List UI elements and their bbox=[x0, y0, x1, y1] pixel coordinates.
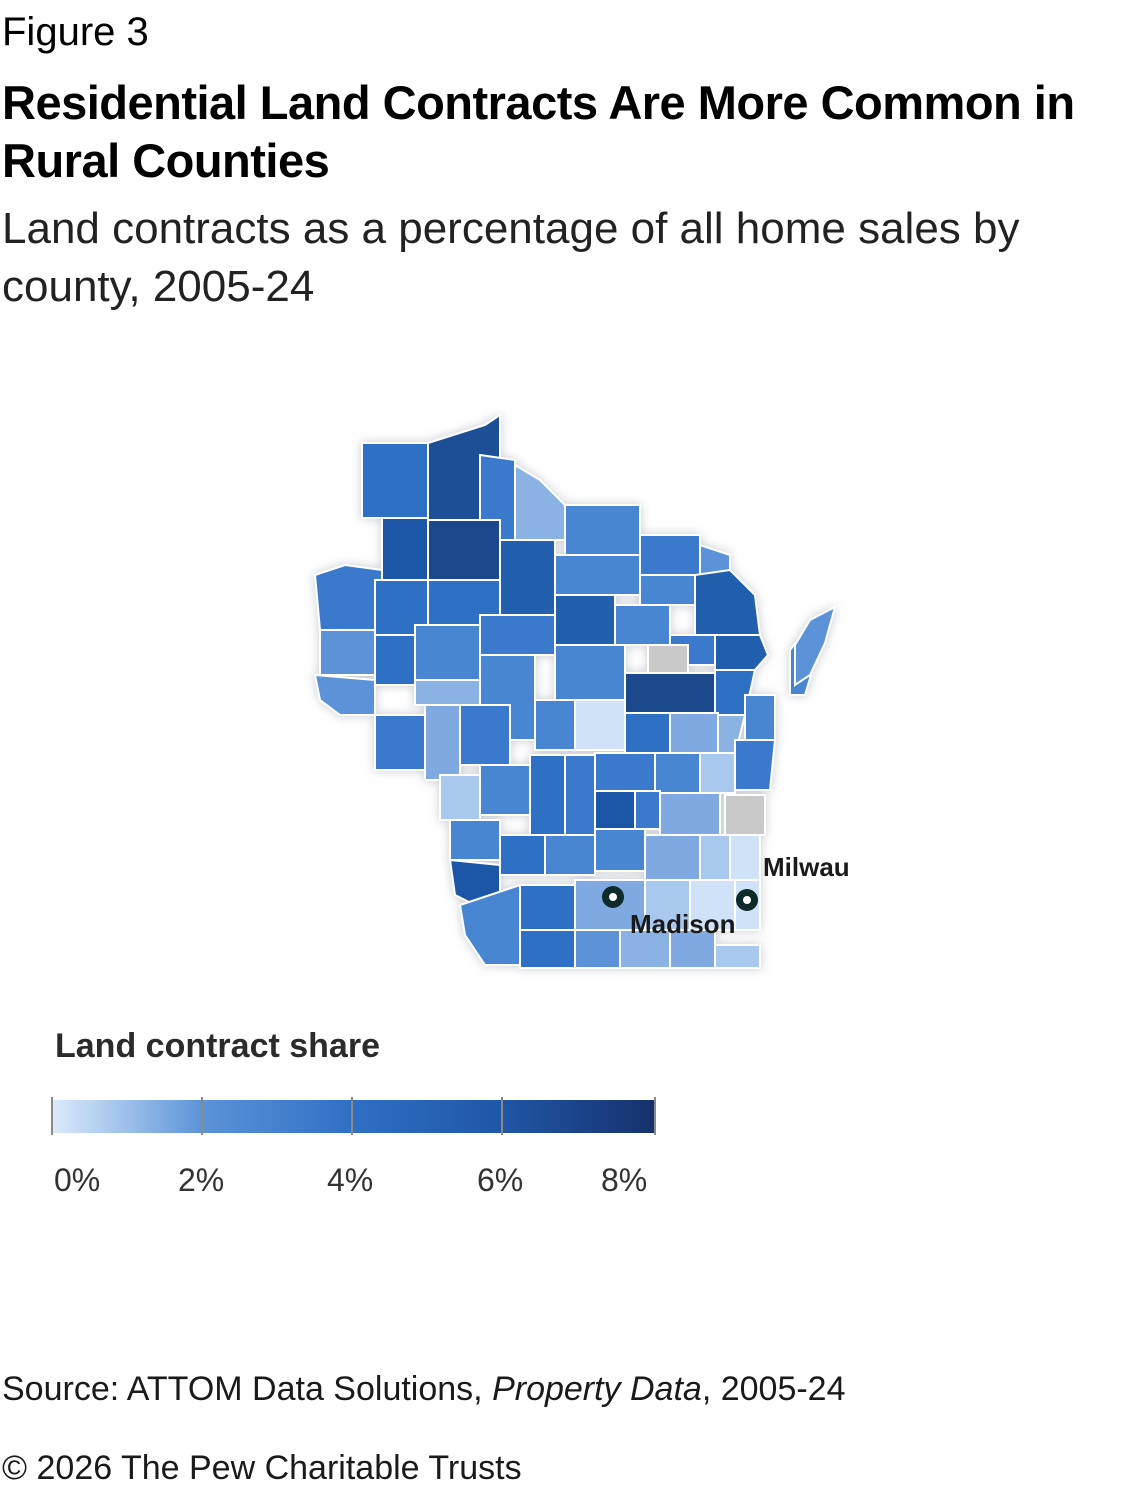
county bbox=[361, 442, 429, 519]
county bbox=[594, 790, 636, 830]
county bbox=[439, 774, 481, 821]
county bbox=[479, 614, 556, 656]
county bbox=[669, 712, 719, 754]
county bbox=[699, 752, 736, 794]
county bbox=[374, 714, 426, 771]
county-shapes bbox=[313, 413, 837, 969]
legend-tick-label: 0% bbox=[54, 1162, 101, 1198]
county bbox=[574, 929, 621, 969]
county bbox=[669, 929, 716, 969]
county bbox=[714, 944, 761, 969]
county bbox=[459, 704, 511, 766]
legend-title: Land contract share bbox=[55, 1027, 380, 1065]
county bbox=[554, 594, 616, 646]
legend-tick-label: 2% bbox=[178, 1162, 225, 1198]
county bbox=[734, 739, 777, 791]
county bbox=[414, 624, 481, 681]
source-prefix: Source: ATTOM Data Solutions, bbox=[2, 1370, 493, 1408]
county bbox=[381, 517, 429, 581]
city-label-milwaukee: Milwaukee bbox=[763, 852, 850, 882]
county bbox=[544, 834, 596, 876]
county bbox=[574, 699, 626, 751]
county bbox=[313, 673, 376, 716]
legend-color-bar bbox=[51, 1097, 656, 1135]
county bbox=[479, 764, 531, 816]
county bbox=[714, 634, 770, 671]
county bbox=[458, 883, 521, 966]
county bbox=[619, 929, 671, 969]
city-milwaukee: Milwaukee bbox=[736, 852, 850, 911]
county bbox=[634, 790, 661, 830]
legend-tick-label: 8% bbox=[601, 1162, 648, 1198]
county bbox=[594, 828, 646, 872]
county bbox=[424, 704, 461, 781]
county bbox=[313, 563, 383, 631]
county bbox=[594, 752, 656, 792]
county bbox=[744, 694, 776, 741]
county bbox=[427, 519, 501, 581]
county bbox=[724, 794, 766, 836]
county bbox=[624, 712, 671, 754]
city-label-madison: Madison bbox=[630, 909, 735, 939]
county bbox=[694, 568, 762, 636]
copyright: © 2026 The Pew Charitable Trusts bbox=[2, 1449, 522, 1487]
county bbox=[534, 699, 576, 751]
county bbox=[499, 834, 546, 876]
county bbox=[644, 879, 691, 931]
county bbox=[644, 834, 701, 881]
county bbox=[614, 604, 671, 646]
source-suffix: , 2005-24 bbox=[701, 1370, 846, 1408]
county bbox=[699, 834, 731, 881]
county bbox=[499, 539, 556, 616]
county bbox=[514, 463, 566, 541]
county bbox=[624, 672, 716, 714]
county bbox=[659, 792, 721, 836]
county bbox=[414, 679, 481, 706]
county bbox=[639, 534, 701, 576]
chart-title: Residential Land Contracts Are More Comm… bbox=[2, 76, 1075, 187]
county bbox=[729, 834, 761, 881]
county bbox=[647, 644, 689, 674]
county bbox=[564, 754, 596, 836]
city-madison: Madison bbox=[602, 886, 735, 939]
legend-tick-label: 4% bbox=[327, 1162, 374, 1198]
county bbox=[519, 929, 576, 969]
county bbox=[794, 605, 837, 687]
wisconsin-county-map: Madison Milwaukee bbox=[313, 413, 850, 969]
source-note: Source: ATTOM Data Solutions, Property D… bbox=[2, 1370, 846, 1409]
county bbox=[639, 574, 696, 606]
county bbox=[564, 504, 641, 556]
legend-tick-label: 6% bbox=[477, 1162, 524, 1198]
county bbox=[374, 634, 416, 686]
county bbox=[529, 754, 566, 836]
county bbox=[449, 819, 501, 861]
county bbox=[519, 884, 576, 931]
figure-label: Figure 3 bbox=[2, 10, 149, 54]
county bbox=[654, 752, 701, 794]
county bbox=[319, 629, 376, 676]
source-italic: Property Data bbox=[492, 1370, 702, 1408]
county bbox=[554, 644, 626, 701]
county bbox=[554, 554, 641, 596]
chart-subtitle: Land contracts as a percentage of all ho… bbox=[2, 204, 1020, 311]
